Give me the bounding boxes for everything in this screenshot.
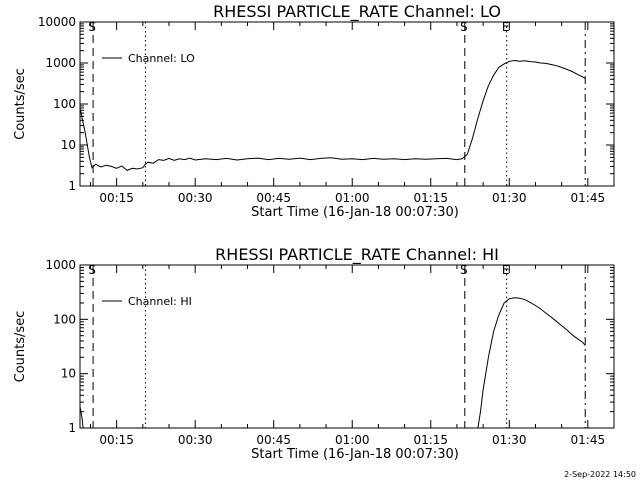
vline-label: S (460, 20, 468, 34)
x-tick-label: 00:45 (256, 433, 291, 447)
y-axis-label: Counts/sec (13, 68, 28, 140)
x-tick-label: 01:45 (571, 433, 606, 447)
x-tick-label: 01:30 (492, 433, 527, 447)
vline-label: S (88, 263, 96, 277)
x-tick-label: 00:30 (178, 433, 213, 447)
legend-label: Channel: HI (128, 295, 192, 308)
x-tick-label: 01:00 (335, 433, 370, 447)
vline-label: E (502, 20, 510, 34)
series-line (79, 59, 586, 171)
legend-label: Channel: LO (128, 52, 195, 65)
x-tick-label: 00:45 (256, 191, 291, 205)
y-tick-label: 1000 (45, 56, 76, 70)
y-tick-label: 10 (61, 138, 76, 152)
y-tick-label: 1 (68, 421, 76, 435)
x-tick-label: 00:15 (99, 191, 134, 205)
x-tick-label: 01:00 (335, 191, 370, 205)
chart-panel-2: RHESSI PARTICLE_RATE Channel: HI 00:15 00:… (13, 245, 615, 462)
plot-frame (79, 21, 615, 187)
chart-title: RHESSI PARTICLE_RATE Channel: HI (215, 245, 499, 265)
x-tick-label: 00:15 (99, 433, 134, 447)
x-tick-label: 01:30 (492, 191, 527, 205)
y-tick-label: 100 (53, 312, 76, 326)
y-tick-label: 10 (61, 367, 76, 381)
plot-frame (79, 264, 615, 429)
y-tick-label: 1000 (45, 258, 76, 272)
x-tick-label: 00:30 (178, 191, 213, 205)
chart-title: RHESSI PARTICLE_RATE Channel: LO (213, 2, 501, 22)
series-line (79, 406, 84, 429)
y-tick-label: 100 (53, 97, 76, 111)
x-axis-label: Start Time (16-Jan-18 00:07:30) (251, 205, 459, 220)
x-tick-label: 01:15 (413, 433, 448, 447)
series-line (477, 297, 586, 429)
x-tick-label: 01:45 (571, 191, 606, 205)
y-tick-label: 1 (68, 179, 76, 193)
x-axis-label: Start Time (16-Jan-18 00:07:30) (251, 447, 459, 462)
x-tick-label: 01:15 (413, 191, 448, 205)
y-tick-label: 10000 (38, 15, 76, 29)
vline-label: E (502, 263, 510, 277)
vline-label: S (88, 20, 96, 34)
chart-panel-1: RHESSI PARTICLE_RATE Channel: LO 00:15 00:… (13, 2, 615, 220)
vline-label: S (460, 263, 468, 277)
timestamp: 2-Sep-2022 14:50 (564, 470, 636, 479)
y-axis-label: Counts/sec (13, 311, 28, 383)
